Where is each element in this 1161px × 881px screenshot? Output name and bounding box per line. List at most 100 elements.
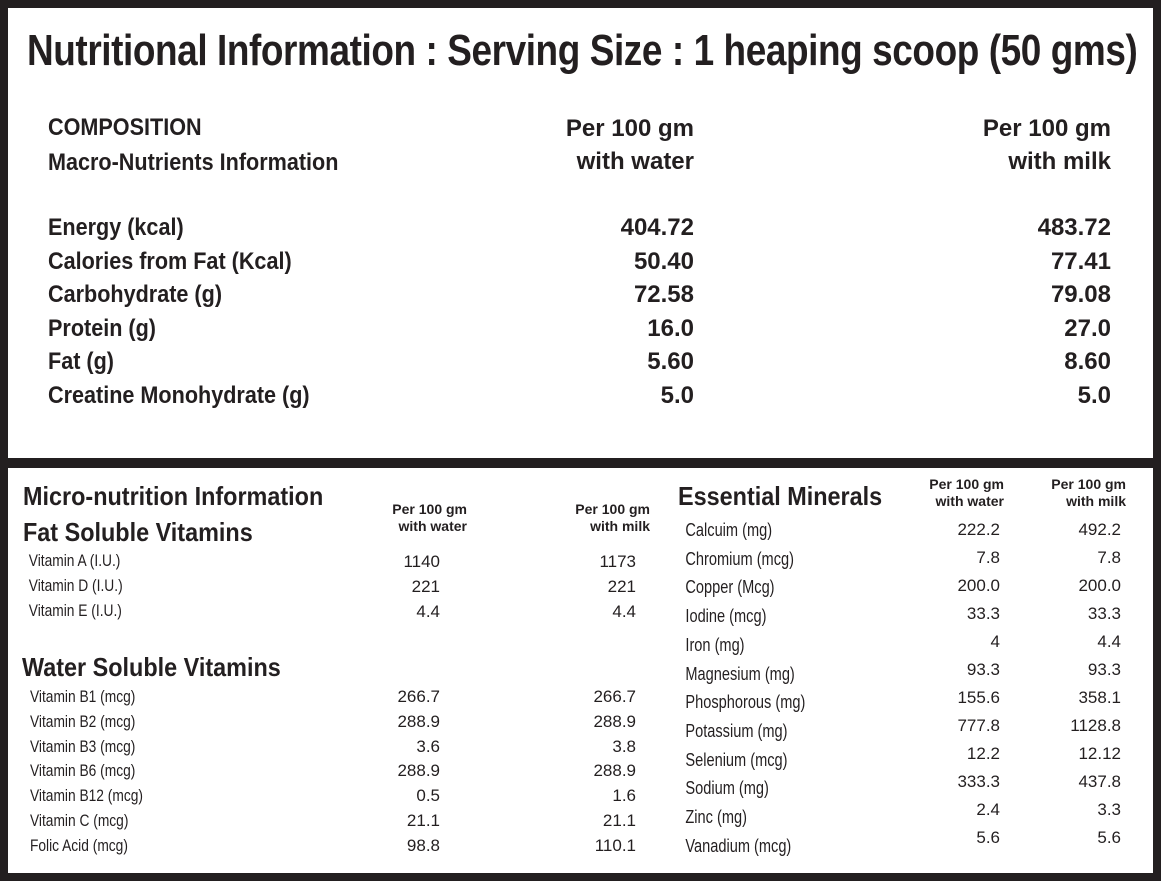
- macro-col-header-water: Per 100 gm with water: [565, 115, 694, 175]
- water-soluble-values-water: 266.7 288.9 3.6 288.9 0.5 21.1 98.8: [340, 685, 440, 859]
- nutrient-value-water: 5.6: [976, 828, 1000, 847]
- nutrient-value-water: 33.3: [966, 604, 1000, 623]
- nutrient-value-milk: 1128.8: [1070, 716, 1121, 735]
- nutrient-value-water: 200.0: [957, 576, 1000, 595]
- nutrient-label: Copper (Mcg): [685, 577, 775, 598]
- nutrient-label: Vitamin B3 (mcg): [29, 736, 136, 756]
- micro-col-header-milk: Per 100 gm with milk: [575, 501, 650, 534]
- nutrient-value-water: 3.6: [416, 736, 440, 756]
- nutrient-label: Vitamin B12 (mcg): [29, 786, 143, 806]
- nutrient-label: Phosphorous (mg): [685, 692, 806, 713]
- nutrient-value-water: 4: [990, 632, 1000, 651]
- nutrient-label: Energy (kcal): [48, 214, 184, 241]
- micro-col-header-water: Per 100 gm with water: [392, 501, 467, 534]
- nutrient-value-milk: 3.3: [1097, 800, 1121, 819]
- nutrient-value-milk: 4.4: [1097, 632, 1121, 651]
- nutrient-value-water: 288.9: [397, 711, 440, 731]
- nutrient-value-water: 72.58: [633, 281, 694, 309]
- nutrient-value-milk: 7.8: [1097, 548, 1121, 567]
- micro-nutrition-heading: Micro-nutrition Information: [23, 481, 324, 511]
- nutrient-value-water: 7.8: [976, 548, 1000, 567]
- macro-nutrients-heading: Macro-Nutrients Information: [48, 149, 339, 176]
- nutrient-label: Vitamin D (I.U.): [28, 575, 123, 595]
- nutrient-value-milk: 266.7: [593, 687, 636, 706]
- nutrient-label: Vanadium (mcg): [685, 835, 792, 856]
- nutrient-value-water: 333.3: [957, 772, 1000, 791]
- nutrient-value-milk: 79.08: [1050, 281, 1111, 309]
- nutrient-value-water: 221: [411, 576, 440, 596]
- nutrient-label: Vitamin B1 (mcg): [29, 687, 136, 706]
- nutrient-value-milk: 4.4: [612, 601, 636, 621]
- nutrient-label: Creatine Monohydrate (g): [48, 381, 310, 409]
- nutrient-label: Fat (g): [48, 348, 114, 376]
- nutrient-label: Folic Acid (mcg): [29, 835, 128, 855]
- nutrient-value-water: 777.8: [957, 716, 1000, 735]
- nutrient-value-milk: 33.3: [1087, 604, 1121, 623]
- nutrient-label: Magnesium (mg): [685, 663, 795, 684]
- nutrient-value-milk: 221: [607, 576, 636, 596]
- nutrient-label: Carbohydrate (g): [48, 281, 223, 309]
- nutrient-value-water: 2.4: [976, 800, 1000, 819]
- nutrient-label: Calcuim (mg): [685, 520, 773, 540]
- nutrient-label: Zinc (mg): [685, 807, 747, 828]
- minerals-labels: Calcuim (mg) Chromium (mcg) Copper (Mcg) Io…: [678, 516, 826, 860]
- nutrient-value-milk: 1173: [599, 552, 636, 571]
- macro-col-header-milk: Per 100 gm with milk: [982, 115, 1111, 175]
- nutrient-label: Selenium (mcg): [685, 749, 788, 770]
- nutrient-value-milk: 288.9: [593, 761, 636, 781]
- nutrient-value-water: 5.0: [660, 381, 694, 409]
- nutrient-value-milk: 93.3: [1087, 660, 1121, 679]
- minerals-col-header-milk: Per 100 gm with milk: [1051, 476, 1126, 509]
- minerals-values-water: 222.2 7.8 200.0 33.3 4 93.3 155.6 777.8 12.2 333.…: [900, 516, 1000, 852]
- nutrient-value-milk: 110.1: [594, 835, 636, 855]
- nutrient-value-milk: 3.8: [612, 736, 636, 756]
- nutrient-label: Vitamin E (I.U.): [28, 600, 122, 620]
- macro-labels: Energy (kcal) Calories from Fat (Kcal) Car…: [48, 211, 339, 413]
- nutrient-label: Iron (mg): [685, 634, 745, 655]
- water-soluble-heading: Water Soluble Vitamins: [22, 652, 281, 682]
- nutrient-value-milk: 437.8: [1078, 772, 1121, 791]
- macro-values-milk: 483.72 77.41 79.08 27.0 8.60 5.0: [951, 211, 1111, 413]
- nutrient-value-milk: 77.41: [1050, 247, 1111, 275]
- nutrient-label: Vitamin B2 (mcg): [29, 711, 136, 731]
- page-title: Nutritional Information : Serving Size :…: [27, 26, 1138, 75]
- fat-soluble-values-water: 1140 221 4.4: [340, 550, 440, 624]
- nutrient-value-water: 222.2: [957, 520, 1000, 539]
- nutrient-value-milk: 492.2: [1078, 520, 1121, 539]
- fat-soluble-heading: Fat Soluble Vitamins: [23, 517, 253, 547]
- nutrient-value-water: 16.0: [647, 314, 694, 342]
- nutrient-value-water: 5.60: [647, 348, 694, 376]
- nutrient-label: Vitamin C (mcg): [29, 810, 129, 830]
- nutrient-value-milk: 1.6: [612, 786, 636, 806]
- nutrient-value-water: 50.40: [633, 247, 694, 275]
- nutrient-value-water: 1140: [403, 552, 440, 571]
- nutrient-label: Potassium (mg): [685, 720, 788, 741]
- macro-nutrients-panel: Nutritional Information : Serving Size :…: [8, 8, 1153, 458]
- composition-heading: COMPOSITION: [48, 114, 202, 141]
- nutrient-value-water: 404.72: [620, 214, 694, 241]
- nutrient-value-water: 98.8: [406, 835, 440, 855]
- nutrient-value-milk: 483.72: [1037, 214, 1111, 241]
- nutrient-value-milk: 288.9: [593, 711, 636, 731]
- nutrient-value-milk: 200.0: [1078, 576, 1121, 595]
- nutrient-value-water: 288.9: [397, 761, 440, 781]
- nutrient-value-milk: 27.0: [1064, 314, 1111, 342]
- nutrient-value-milk: 12.12: [1078, 744, 1121, 763]
- nutrient-value-water: 0.5: [416, 786, 440, 806]
- nutrient-label: Sodium (mg): [685, 778, 769, 799]
- minerals-values-milk: 492.2 7.8 200.0 33.3 4.4 93.3 358.1 1128.8 12.12…: [1021, 516, 1121, 852]
- nutrient-value-milk: 5.0: [1077, 381, 1111, 409]
- minerals-col-header-water: Per 100 gm with water: [929, 476, 1004, 509]
- nutrient-value-milk: 5.6: [1097, 828, 1121, 847]
- nutrient-value-water: 93.3: [966, 660, 1000, 679]
- nutrient-label: Chromium (mcg): [685, 548, 794, 569]
- micro-minerals-panel: Micro-nutrition Information Fat Soluble …: [8, 468, 1153, 873]
- nutrient-value-water: 266.7: [397, 687, 440, 706]
- nutrient-value-milk: 8.60: [1064, 348, 1111, 376]
- nutrient-label: Vitamin A (I.U.): [28, 551, 121, 570]
- water-soluble-labels: Vitamin B1 (mcg) Vitamin B2 (mcg) Vitamin …: [23, 685, 163, 859]
- water-soluble-values-milk: 266.7 288.9 3.8 288.9 1.6 21.1 110.1: [536, 685, 636, 859]
- nutrient-label: Vitamin B6 (mcg): [29, 761, 136, 781]
- nutrient-value-water: 21.1: [406, 810, 440, 830]
- nutrient-value-milk: 21.1: [602, 810, 636, 830]
